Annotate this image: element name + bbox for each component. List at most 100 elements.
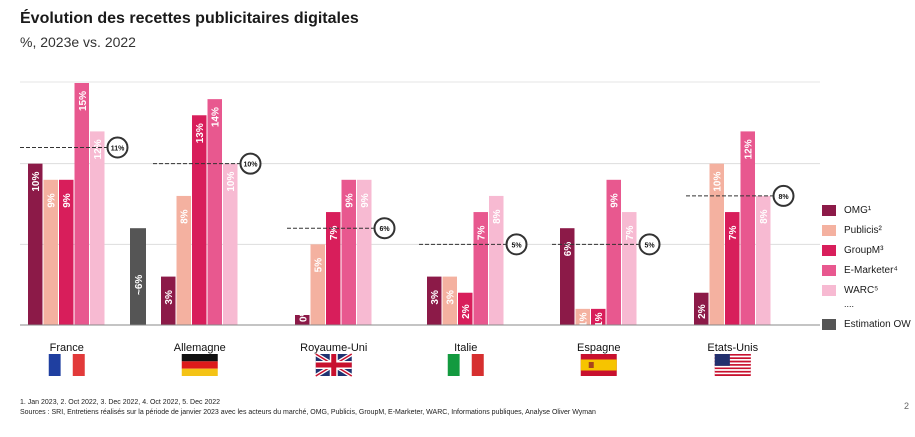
bar-warc-france	[90, 131, 105, 325]
footnote-dates: 1. Jan 2023, 2. Oct 2022, 3. Dec 2022, 4…	[20, 399, 221, 406]
bar-label-publicis-france: 9%	[47, 193, 58, 208]
bar-groupm-italie	[458, 292, 473, 325]
bar-publicis-france	[43, 179, 58, 325]
flag-italy-icon	[447, 354, 484, 376]
estimation-label-etats-unis: 8%	[778, 194, 789, 201]
bar-emarketer-espagne	[606, 179, 621, 325]
category-label-royaume-uni: Royaume-Uni	[300, 342, 367, 354]
legend-item-warc: WARC⁵	[822, 280, 911, 300]
estimation-circle-france	[106, 136, 129, 159]
bar-label-warc-italie: 8%	[492, 209, 503, 224]
estimation-label-italie: 5%	[511, 242, 522, 249]
legend-swatch-groupm	[822, 244, 836, 256]
bar-groupm-etats-unis	[725, 212, 740, 325]
legend: OMG¹ Publicis² GroupM³ E-Marketer⁴ WARC⁵…	[822, 200, 911, 334]
legend-item-emarketer: E-Marketer⁴	[822, 260, 911, 280]
footnote-sources: Sources : SRI, Entretiens réalisés sur l…	[20, 409, 596, 416]
estimation-circle-allemagne	[239, 152, 262, 175]
bar-publicis-etats-unis	[709, 163, 724, 325]
bar-publicis-italie	[442, 276, 457, 325]
bar-publicis-allemagne	[176, 195, 191, 325]
bar-label-publicis-royaume-uni: 5%	[314, 258, 325, 273]
bar-omg-france	[28, 163, 43, 325]
bar-label-emarketer-etats-unis: 12%	[744, 139, 755, 159]
bar-label-emarketer-france: 15%	[78, 91, 89, 111]
bar-publicis-espagne	[575, 308, 590, 325]
legend-swatch-emarketer	[822, 264, 836, 276]
bar-label-emarketer-royaume-uni: 9%	[345, 193, 356, 208]
bar-label-emarketer-espagne: 9%	[610, 193, 621, 208]
flag-france-icon	[48, 354, 85, 376]
bar-label-publicis-espagne: 1%	[579, 312, 590, 327]
estimation-circle-etats-unis	[772, 184, 795, 207]
legend-label-publicis: Publicis²	[844, 224, 882, 236]
bar-groupm-espagne	[591, 308, 606, 325]
legend-label-omg: OMG¹	[844, 204, 872, 216]
bar-label-groupm-espagne: 1%	[594, 312, 605, 327]
legend-label-emarketer: E-Marketer⁴	[844, 264, 898, 276]
bar-omg-etats-unis	[694, 292, 709, 325]
estimation-label-allemagne: 10%	[243, 162, 258, 169]
bar-label-warc-royaume-uni: 9%	[360, 193, 371, 208]
bar-label-warc-france: 12%	[93, 139, 104, 159]
bar-label-emarketer-italie: 7%	[477, 226, 488, 241]
category-label-espagne: Espagne	[577, 342, 620, 354]
legend-label-groupm: GroupM³	[844, 244, 884, 256]
estimation-label-france: 11%	[111, 146, 125, 153]
category-label-italie: Italie	[454, 342, 477, 354]
bar-omg-allemagne	[161, 276, 176, 325]
page-number: 2	[903, 401, 909, 411]
bar-label-publicis-italie: 3%	[446, 290, 457, 305]
estimation-label-royaume-uni: 6%	[379, 226, 390, 233]
bar-publicis-royaume-uni	[310, 244, 325, 325]
bar-omg-italie	[427, 276, 442, 325]
bar-omg-espagne	[560, 228, 575, 325]
category-label-france: France	[50, 342, 84, 354]
chart-title: Évolution des recettes publicitaires dig…	[20, 10, 359, 27]
bar-warc-italie	[489, 195, 504, 325]
bar-warc-espagne	[622, 212, 637, 325]
legend-label-warc: WARC⁵	[844, 284, 879, 296]
bar-groupm-france	[59, 179, 74, 325]
legend-item-publicis: Publicis²	[822, 220, 911, 240]
legend-swatch-publicis	[822, 224, 836, 236]
bar-warc-etats-unis	[756, 195, 771, 325]
bar-groupm-royaume-uni	[326, 212, 341, 325]
bar-label-omg-etats-unis: 2%	[697, 304, 708, 319]
bar-label-publicis-etats-unis: 10%	[713, 172, 724, 192]
bar-label-warc-etats-unis: 8%	[759, 209, 770, 224]
legend-swatch-omg	[822, 204, 836, 216]
bar-label-omg-france: 10%	[31, 172, 42, 192]
flag-usa-icon	[714, 354, 751, 376]
estimation-label-espagne: 5%	[644, 242, 655, 249]
bar-emarketer-allemagne	[207, 99, 222, 325]
bar-label-groupm-france: 9%	[62, 193, 73, 208]
estimation-circle-royaume-uni	[373, 217, 396, 240]
bar-label-groupm-etats-unis: 7%	[728, 226, 739, 241]
bar-label-publicis-allemagne: 8%	[180, 209, 191, 224]
bar-emarketer-italie	[473, 212, 488, 325]
legend-swatch-estimation	[822, 318, 836, 330]
bar-label-groupm-italie: 2%	[461, 304, 472, 319]
category-label-allemagne: Allemagne	[174, 342, 226, 354]
footnotes: 1. Jan 2023, 2. Oct 2022, 3. Dec 2022, 4…	[20, 398, 596, 418]
estimation-circle-espagne	[638, 233, 661, 256]
bar-label-groupm-allemagne: 13%	[195, 123, 206, 143]
bar-label-emarketer-allemagne: 14%	[211, 107, 222, 127]
bar-emarketer-france	[74, 83, 89, 325]
bar-label-omg-espagne: 6%	[563, 242, 574, 257]
legend-swatch-warc	[822, 284, 836, 296]
bar-label-omg-allemagne: 3%	[164, 290, 175, 305]
bar-emarketer-royaume-uni	[341, 179, 356, 325]
chart-subtitle: %, 2023e vs. 2022	[20, 34, 136, 50]
flag-spain-icon	[580, 354, 617, 376]
bar-estimation-france	[130, 228, 146, 325]
flag-uk-icon	[314, 352, 353, 378]
legend-label-estimation: Estimation OW	[844, 318, 911, 330]
bar-label-omg-royaume-uni: 0%	[298, 307, 309, 322]
flag-germany-icon	[181, 354, 218, 376]
legend-item-omg: OMG¹	[822, 200, 911, 220]
bar-label-warc-allemagne: 10%	[226, 172, 237, 192]
legend-item-estimation: Estimation OW	[822, 314, 911, 334]
